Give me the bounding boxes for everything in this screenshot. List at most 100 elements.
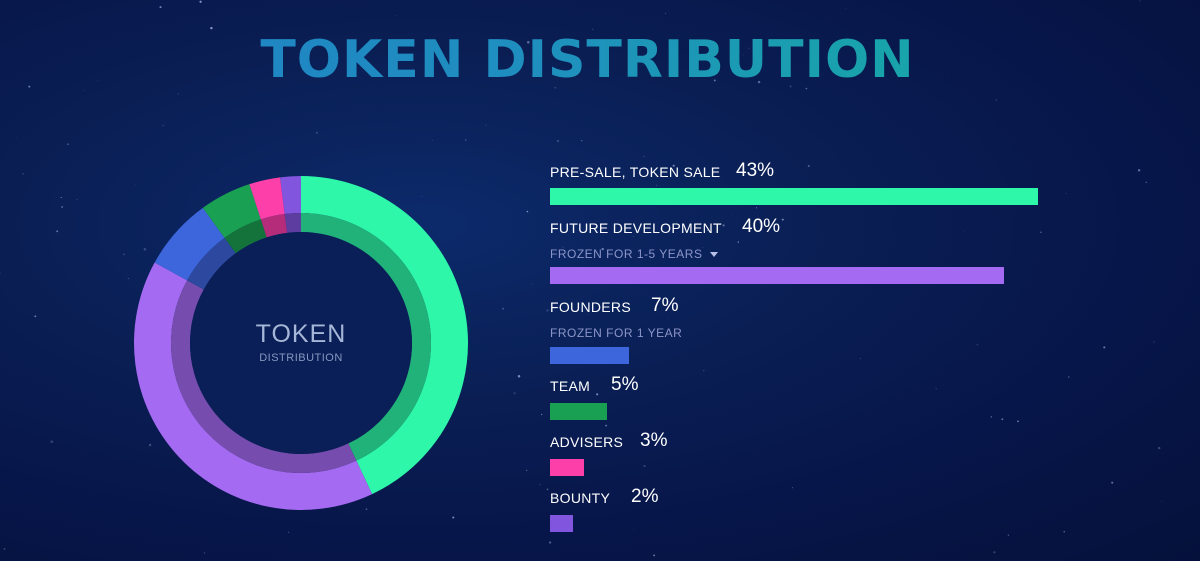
bar-label: TEAM bbox=[550, 378, 591, 394]
bar-note-text: FROZEN FOR 1-5 YEARS bbox=[550, 247, 703, 261]
star bbox=[990, 416, 993, 418]
star bbox=[199, 0, 202, 3]
star bbox=[92, 494, 93, 495]
star bbox=[546, 488, 549, 491]
bar bbox=[550, 515, 573, 532]
star bbox=[1017, 420, 1019, 423]
bar-label: FOUNDERS bbox=[550, 299, 631, 315]
star bbox=[546, 309, 549, 312]
star bbox=[159, 6, 162, 9]
star bbox=[0, 272, 1, 274]
star bbox=[581, 139, 583, 142]
page-title: TOKEN DISTRIBUTION bbox=[0, 30, 1175, 90]
donut-slice-inner-ring bbox=[284, 213, 301, 233]
star bbox=[67, 143, 69, 145]
star bbox=[633, 528, 634, 530]
star bbox=[526, 210, 529, 213]
star bbox=[791, 487, 793, 489]
star bbox=[702, 370, 705, 372]
star bbox=[731, 215, 733, 216]
star bbox=[1137, 169, 1141, 172]
bar-value-label: 40% bbox=[742, 216, 781, 237]
star bbox=[531, 283, 533, 285]
star bbox=[1068, 376, 1070, 378]
star bbox=[50, 440, 54, 443]
donut-slice bbox=[133, 262, 373, 511]
donut-slice bbox=[301, 176, 469, 495]
donut-slice-inner-ring bbox=[171, 280, 357, 473]
star bbox=[859, 358, 861, 360]
bar-note[interactable]: FROZEN FOR 1-5 YEARS bbox=[550, 247, 719, 261]
star bbox=[1111, 481, 1114, 484]
star bbox=[756, 207, 758, 209]
star bbox=[517, 374, 521, 378]
star bbox=[76, 199, 78, 200]
star bbox=[465, 139, 467, 141]
donut-hole bbox=[190, 232, 412, 454]
star bbox=[502, 307, 505, 310]
star bbox=[664, 12, 667, 15]
star bbox=[525, 469, 528, 472]
star bbox=[34, 315, 37, 318]
star bbox=[513, 392, 516, 395]
bar-label: BOUNTY bbox=[550, 490, 611, 506]
donut-slice bbox=[280, 176, 301, 215]
star bbox=[541, 413, 543, 416]
star bbox=[737, 241, 740, 243]
star bbox=[1139, 0, 1141, 2]
star bbox=[60, 196, 62, 198]
donut-center-title: TOKEN bbox=[255, 320, 347, 348]
star bbox=[61, 206, 63, 208]
star bbox=[22, 172, 24, 175]
star bbox=[177, 93, 179, 95]
donut-slice-inner-ring bbox=[260, 214, 288, 238]
star bbox=[935, 388, 937, 390]
star bbox=[643, 464, 646, 468]
star bbox=[596, 393, 599, 396]
donut-slice bbox=[249, 177, 285, 220]
star bbox=[1153, 341, 1155, 343]
star bbox=[781, 218, 784, 221]
star bbox=[1063, 531, 1065, 533]
star bbox=[210, 26, 213, 30]
star bbox=[1040, 231, 1042, 233]
star bbox=[84, 90, 85, 91]
bar-label: ADVISERS bbox=[550, 434, 624, 450]
star bbox=[288, 531, 290, 533]
star bbox=[807, 164, 810, 168]
star bbox=[431, 140, 433, 142]
bar bbox=[550, 188, 1038, 205]
bar-value-label: 7% bbox=[651, 295, 679, 316]
caret-down-icon bbox=[710, 252, 719, 258]
star bbox=[995, 99, 997, 101]
star bbox=[1145, 181, 1147, 183]
star bbox=[202, 20, 203, 22]
star bbox=[396, 15, 397, 16]
star bbox=[485, 124, 487, 126]
bar bbox=[550, 347, 629, 364]
bar-note: FROZEN FOR 1 YEAR bbox=[550, 326, 683, 340]
star bbox=[548, 541, 552, 544]
star bbox=[539, 484, 541, 486]
star bbox=[1157, 446, 1161, 450]
star bbox=[633, 236, 635, 237]
donut-center-subtitle: DISTRIBUTION bbox=[259, 352, 343, 364]
star bbox=[1007, 534, 1010, 536]
star bbox=[605, 424, 607, 427]
star bbox=[656, 184, 657, 186]
star bbox=[1065, 192, 1067, 194]
star bbox=[1072, 318, 1074, 320]
star bbox=[667, 317, 669, 319]
star bbox=[56, 230, 59, 233]
donut-slice bbox=[154, 207, 225, 281]
star bbox=[15, 137, 17, 138]
star bbox=[162, 124, 164, 127]
star bbox=[976, 343, 979, 346]
bar-value-label: 5% bbox=[611, 374, 639, 395]
bar bbox=[550, 267, 1004, 284]
star bbox=[722, 224, 725, 227]
bar-label: FUTURE DEVELOPMENT bbox=[550, 220, 722, 236]
star bbox=[845, 7, 846, 9]
donut-slice-inner-ring bbox=[301, 213, 431, 461]
star bbox=[962, 230, 964, 232]
